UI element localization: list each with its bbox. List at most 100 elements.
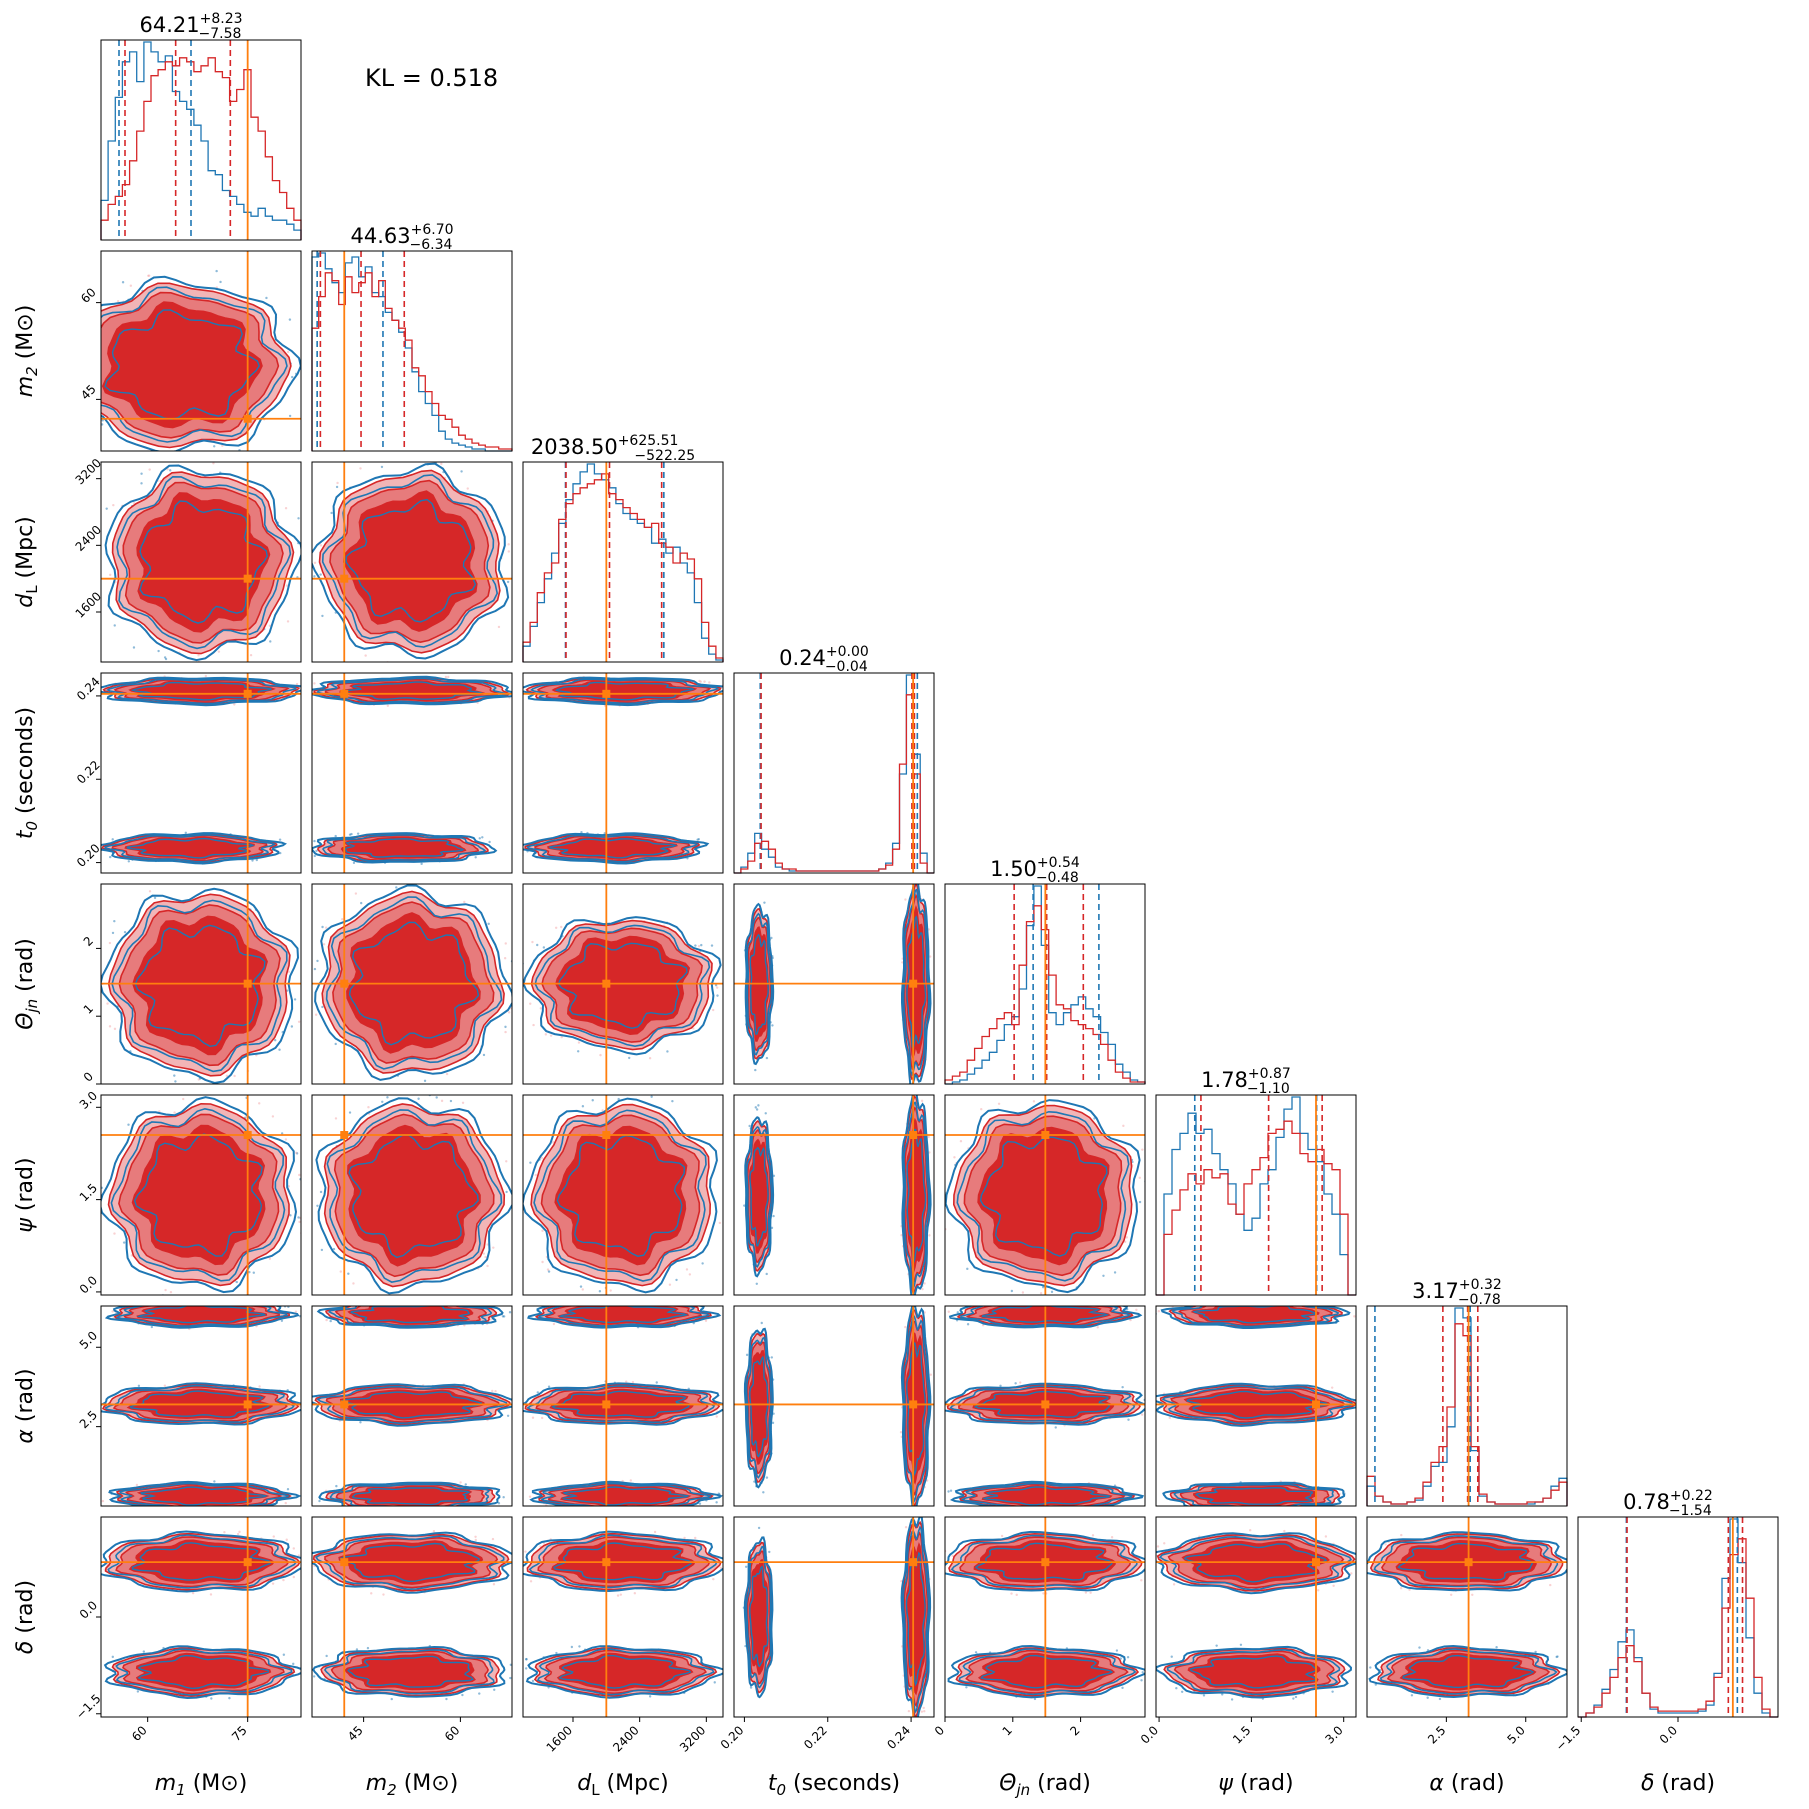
scatter-point bbox=[539, 1007, 543, 1010]
scatter-point bbox=[420, 862, 423, 866]
scatter-point bbox=[529, 1002, 532, 1005]
scatter-point bbox=[920, 1099, 924, 1103]
blue-contour-mid bbox=[326, 1109, 503, 1283]
blue-contour-inner bbox=[749, 1146, 769, 1247]
x-axis-label-psi: ψ (rad) bbox=[1218, 1771, 1293, 1796]
scatter-point bbox=[503, 957, 507, 960]
scatter-point bbox=[1050, 1290, 1054, 1294]
scatter-point bbox=[917, 1514, 919, 1516]
scatter-point bbox=[698, 679, 701, 683]
scatter-point bbox=[291, 375, 294, 379]
truth-marker bbox=[340, 1131, 349, 1139]
scatter-point bbox=[1534, 1650, 1537, 1654]
scatter-point bbox=[285, 584, 289, 587]
title-m1: 64.21+8.23 −7.58 bbox=[139, 11, 242, 42]
scatter-point bbox=[313, 854, 317, 858]
scatter-point bbox=[505, 1160, 508, 1163]
scatter-point bbox=[494, 1390, 497, 1393]
scatter-point bbox=[129, 284, 133, 287]
scatter-point bbox=[1140, 1679, 1143, 1682]
scatter-point bbox=[292, 1662, 295, 1666]
scatter-point bbox=[178, 454, 180, 456]
scatter-point bbox=[1149, 1675, 1151, 1677]
scatter-point bbox=[223, 1530, 226, 1534]
x-tick-label-t0: 0.20 bbox=[718, 1723, 747, 1752]
red-histogram bbox=[734, 694, 934, 874]
red-contour-inner bbox=[131, 1124, 266, 1266]
scatter-point bbox=[191, 1591, 195, 1595]
blue-contour-outer bbox=[315, 1097, 512, 1295]
scatter-point bbox=[318, 1499, 321, 1503]
scatter-point bbox=[386, 1096, 389, 1099]
scatter-point bbox=[765, 1476, 769, 1479]
scatter-point bbox=[725, 688, 727, 690]
scatter-point bbox=[940, 1311, 942, 1313]
y-tick-label-m2: 45 bbox=[78, 382, 99, 403]
scatter-point bbox=[1571, 1549, 1573, 1551]
scatter-point bbox=[335, 1484, 338, 1488]
scatter-point bbox=[1010, 1592, 1013, 1595]
blue-contour-mid bbox=[745, 1126, 773, 1268]
blue-contour-mid bbox=[902, 1525, 930, 1714]
scatter-point bbox=[409, 663, 411, 665]
truth-marker bbox=[1041, 1558, 1050, 1567]
scatter-point bbox=[1330, 1386, 1334, 1389]
scatter-point bbox=[482, 1053, 486, 1057]
y-tick-label-m2: 60 bbox=[78, 285, 99, 306]
scatter-point bbox=[1021, 1291, 1025, 1294]
scatter-point bbox=[52, 372, 54, 374]
scatter-point bbox=[341, 918, 344, 921]
scatter-point bbox=[185, 1302, 187, 1304]
scatter-point bbox=[1010, 1289, 1014, 1293]
scatter-point bbox=[929, 1373, 932, 1376]
panel-theta_jn-vs-alpha bbox=[940, 1302, 1153, 1507]
scatter-point bbox=[304, 1550, 306, 1552]
scatter-point bbox=[700, 943, 703, 947]
panel-contents-m2-vs-alpha bbox=[307, 1306, 512, 1506]
scatter-point bbox=[581, 1105, 585, 1108]
scatter-point bbox=[1138, 1200, 1142, 1204]
blue-contour-inner bbox=[1189, 1655, 1318, 1689]
scatter-point bbox=[97, 841, 99, 843]
y-axis-label-delta: δ (rad) bbox=[13, 1580, 38, 1654]
scatter-point bbox=[425, 1086, 427, 1088]
x-tick-label-m1: 75 bbox=[229, 1723, 250, 1744]
y-axis-label-t0: t0 (seconds) bbox=[13, 707, 41, 839]
scatter-point bbox=[694, 944, 697, 947]
scatter-point bbox=[598, 1290, 602, 1293]
scatter-point bbox=[1151, 1404, 1153, 1406]
scatter-point bbox=[1113, 1271, 1117, 1274]
scatter-point bbox=[182, 1097, 185, 1101]
scatter-point bbox=[265, 296, 268, 300]
scatter-point bbox=[951, 1554, 954, 1557]
scatter-point bbox=[59, 344, 61, 346]
panel-frame bbox=[1155, 1516, 1357, 1718]
blue-contour-inner bbox=[137, 1654, 270, 1690]
scatter-point bbox=[174, 1080, 177, 1083]
scatter-point bbox=[132, 646, 136, 649]
scatter-point bbox=[1089, 1302, 1091, 1304]
scatter-point bbox=[463, 1324, 466, 1327]
scatter-point bbox=[1157, 1310, 1161, 1313]
scatter-point bbox=[1115, 1649, 1119, 1652]
scatter-point bbox=[309, 851, 311, 853]
scatter-point bbox=[140, 472, 143, 475]
scatter-point bbox=[694, 1536, 697, 1540]
scatter-point bbox=[578, 1645, 581, 1648]
scatter-point bbox=[285, 1538, 288, 1541]
scatter-point bbox=[215, 269, 218, 273]
scatter-point bbox=[770, 1356, 774, 1359]
scatter-point bbox=[97, 394, 99, 396]
blue-contour-outer bbox=[945, 1382, 1145, 1426]
scatter-point bbox=[307, 1393, 309, 1395]
scatter-point bbox=[727, 968, 729, 970]
truth-marker bbox=[602, 1400, 611, 1409]
panel-frame bbox=[733, 1305, 935, 1507]
scatter-point bbox=[395, 886, 398, 889]
panel-psi-vs-alpha bbox=[1155, 1305, 1357, 1507]
scatter-point bbox=[290, 1025, 294, 1028]
scatter-point bbox=[459, 1481, 462, 1484]
panel-m1-vs-dL bbox=[100, 454, 302, 663]
scatter-point bbox=[633, 1591, 637, 1595]
scatter-point bbox=[295, 682, 299, 686]
